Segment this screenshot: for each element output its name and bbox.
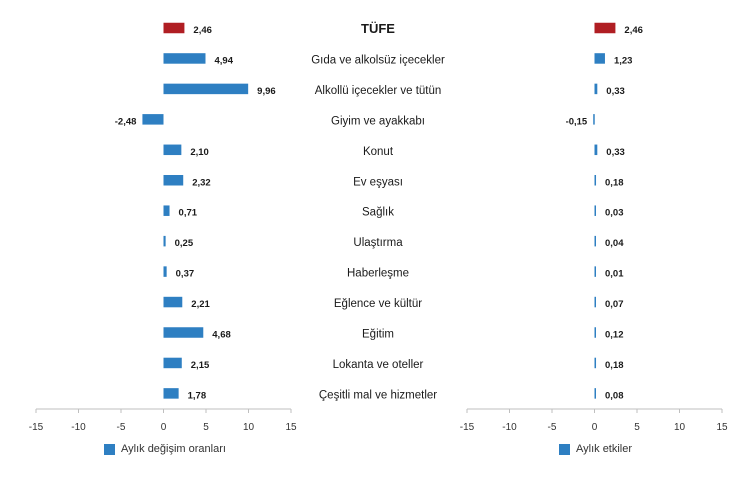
- bar-left-0: [163, 22, 185, 34]
- data-label-right-2: 0,33: [606, 86, 625, 97]
- x-tick-label-left-3: 0: [161, 422, 167, 433]
- data-label-left-0: 2,46: [193, 25, 212, 36]
- bar-right-7: [594, 235, 596, 247]
- legend-label-left: Aylık değişim oranları: [121, 443, 226, 455]
- bar-right-12: [594, 388, 596, 399]
- category-label-6: Sağlık: [362, 207, 394, 219]
- bar-left-11: [163, 357, 182, 369]
- data-label-right-4: 0,33: [606, 147, 625, 158]
- bar-left-7: [163, 235, 166, 247]
- legend-swatch-right: [559, 443, 570, 455]
- data-label-right-11: 0,18: [605, 360, 624, 371]
- bar-left-12: [163, 388, 179, 399]
- x-tick-label-left-0: -15: [29, 422, 44, 433]
- bar-right-2: [594, 83, 598, 95]
- category-label-1: Gıda ve alkolsüz içecekler: [311, 54, 445, 66]
- data-label-left-6: 0,71: [179, 208, 198, 219]
- legend-label-right: Aylık etkiler: [576, 443, 633, 455]
- x-tick-label-right-3: 0: [592, 422, 598, 433]
- x-tick-label-right-6: 15: [716, 422, 728, 433]
- x-tick-label-left-4: 5: [203, 422, 209, 433]
- data-label-left-1: 4,94: [214, 55, 233, 66]
- category-label-10: Eğitim: [362, 329, 394, 341]
- data-label-right-5: 0,18: [605, 177, 624, 188]
- bar-left-9: [163, 296, 183, 308]
- category-label-2: Alkollü içecekler ve tütün: [315, 85, 442, 97]
- x-tick-label-right-5: 10: [674, 422, 686, 433]
- x-tick-label-right-2: -5: [548, 422, 557, 433]
- x-tick-label-right-0: -15: [460, 422, 475, 433]
- data-label-left-9: 2,21: [191, 299, 210, 310]
- data-label-left-12: 1,78: [188, 390, 207, 401]
- data-label-left-5: 2,32: [192, 177, 211, 188]
- x-tick-label-left-1: -10: [71, 422, 86, 433]
- data-label-left-7: 0,25: [175, 238, 194, 249]
- data-label-left-2: 9,96: [257, 86, 276, 97]
- data-label-right-7: 0,04: [605, 238, 624, 249]
- x-tick-label-left-2: -5: [117, 422, 126, 433]
- category-label-3: Giyim ve ayakkabı: [331, 115, 425, 127]
- bar-left-8: [163, 266, 167, 277]
- category-label-9: Eğlence ve kültür: [334, 298, 422, 310]
- category-label-7: Ulaştırma: [353, 237, 403, 249]
- data-label-left-11: 2,15: [191, 360, 210, 371]
- bar-right-9: [594, 296, 596, 308]
- data-label-right-9: 0,07: [605, 299, 624, 310]
- x-tick-label-right-1: -10: [502, 422, 517, 433]
- legend-left: Aylık değişim oranları: [104, 443, 226, 455]
- category-label-12: Çeşitli mal ve hizmetler: [319, 389, 437, 401]
- bar-left-10: [163, 327, 204, 338]
- data-label-right-6: 0,03: [605, 208, 624, 219]
- legend-right: Aylık etkiler: [559, 443, 632, 455]
- bar-right-10: [594, 327, 596, 338]
- bar-right-11: [594, 357, 597, 369]
- bar-left-6: [163, 205, 170, 216]
- bar-right-1: [594, 53, 605, 64]
- bar-right-8: [594, 266, 596, 277]
- bar-left-2: [163, 83, 249, 95]
- x-tick-label-left-6: 15: [285, 422, 297, 433]
- data-label-left-8: 0,37: [176, 269, 195, 280]
- bar-left-4: [163, 144, 182, 156]
- legend-swatch-left: [104, 443, 115, 455]
- category-label-0: TÜFE: [361, 21, 395, 36]
- bar-right-4: [594, 144, 598, 156]
- x-tick-label-right-4: 5: [634, 422, 640, 433]
- data-label-right-0: 2,46: [624, 25, 643, 36]
- category-label-11: Lokanta ve oteller: [333, 359, 424, 371]
- bar-left-1: [163, 53, 206, 64]
- data-label-right-12: 0,08: [605, 390, 624, 401]
- bar-left-3: [142, 114, 164, 125]
- data-label-left-3: -2,48: [115, 116, 137, 127]
- category-label-5: Ev eşyası: [353, 176, 403, 188]
- data-label-right-3: -0,15: [566, 116, 588, 127]
- data-label-left-10: 4,68: [212, 330, 231, 341]
- category-label-8: Haberleşme: [347, 268, 409, 280]
- data-label-left-4: 2,10: [190, 147, 209, 158]
- category-label-4: Konut: [363, 146, 394, 158]
- bar-right-0: [594, 22, 616, 34]
- data-label-right-10: 0,12: [605, 330, 624, 341]
- bar-left-5: [163, 175, 184, 186]
- bar-right-3: [593, 114, 595, 125]
- data-label-right-8: 0,01: [605, 269, 624, 280]
- data-label-right-1: 1,23: [614, 55, 633, 66]
- bar-right-5: [594, 175, 597, 186]
- x-tick-label-left-5: 10: [243, 422, 255, 433]
- bar-right-6: [594, 205, 596, 216]
